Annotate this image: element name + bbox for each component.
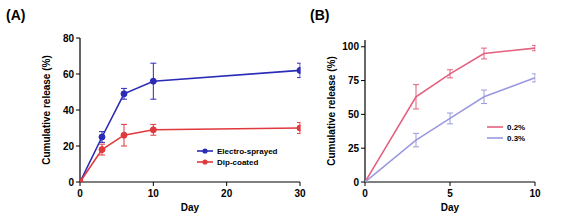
y-tick-label: 20 — [63, 141, 75, 152]
x-tick — [365, 182, 366, 186]
error-bar — [121, 124, 127, 146]
x-tick — [80, 182, 81, 186]
y-tick — [76, 146, 80, 147]
y-tick-label: 80 — [63, 33, 75, 44]
error-bar — [413, 133, 419, 147]
y-tick — [361, 148, 365, 149]
legend-label: 0.2% — [507, 123, 525, 132]
data-point — [99, 147, 105, 153]
x-tick — [226, 182, 227, 186]
y-tick-label: 25 — [348, 143, 360, 154]
legend-label: Dip-coated — [217, 158, 258, 167]
series-line — [80, 70, 300, 182]
error-bar — [365, 182, 368, 183]
x-tick-label: 0 — [362, 188, 368, 199]
series-line — [80, 128, 300, 182]
error-bar — [413, 85, 419, 109]
x-tick — [450, 182, 451, 186]
error-bar — [532, 74, 536, 82]
legend-label: 0.3% — [507, 134, 525, 143]
plot-area — [80, 63, 301, 182]
legend: Electro-sprayed Dip-coated — [197, 147, 278, 167]
y-tick — [361, 80, 365, 81]
panel-title: (A) — [6, 7, 25, 23]
x-tick-label: 10 — [148, 188, 160, 199]
x-tick — [300, 182, 301, 186]
series-line — [365, 78, 535, 182]
y-tick-label: 100 — [342, 41, 359, 52]
error-bar — [297, 63, 301, 77]
error-bar — [481, 90, 487, 104]
y-axis-label: Cumulative release (%) — [326, 56, 337, 166]
y-tick-label: 40 — [63, 105, 75, 116]
error-bar — [297, 123, 301, 134]
error-bar — [99, 132, 105, 143]
error-bar — [481, 48, 487, 59]
y-tick-label: 60 — [63, 69, 75, 80]
x-tick — [153, 182, 154, 186]
error-bar — [99, 144, 105, 155]
data-point — [150, 127, 156, 133]
error-bar — [150, 124, 156, 135]
series-line — [365, 48, 535, 182]
data-point — [121, 132, 127, 138]
x-tick-label: 10 — [529, 188, 541, 199]
y-tick — [76, 74, 80, 75]
panel: (B) 0 25 50 75 100 0 5 10 Day Cumulative release (… — [310, 7, 541, 213]
data-point — [121, 91, 127, 97]
plot-area — [365, 45, 536, 182]
x-tick-label: 30 — [294, 188, 306, 199]
x-axis-line — [80, 181, 300, 182]
data-point — [150, 78, 156, 84]
y-tick — [76, 182, 80, 183]
y-tick-label: 75 — [348, 75, 360, 86]
x-tick-label: 0 — [77, 188, 83, 199]
legend-swatch — [487, 137, 503, 139]
y-axis-line — [364, 40, 365, 182]
y-tick — [361, 46, 365, 47]
figure: (A) 0 20 40 60 80 0 10 20 30 Day Cumulative release… — [0, 0, 571, 217]
y-tick — [76, 110, 80, 111]
error-bar — [150, 63, 156, 99]
data-point — [99, 134, 105, 140]
x-axis-label: Day — [441, 202, 460, 213]
y-tick-label: 50 — [348, 109, 360, 120]
error-bar — [447, 70, 453, 78]
legend-swatch — [487, 126, 503, 128]
panel: (A) 0 20 40 60 80 0 10 20 30 Day Cumulative release… — [6, 7, 306, 213]
error-bar — [121, 88, 127, 99]
legend: 0.2% 0.3% — [487, 123, 525, 143]
x-tick-label: 20 — [221, 188, 233, 199]
x-axis-label: Day — [181, 202, 200, 213]
legend-marker — [202, 159, 207, 164]
legend-label: Electro-sprayed — [217, 147, 278, 156]
legend-marker — [202, 148, 207, 153]
y-tick — [76, 38, 80, 39]
y-tick — [361, 114, 365, 115]
x-tick-label: 5 — [447, 188, 453, 199]
data-point — [297, 67, 301, 73]
y-tick — [361, 182, 365, 183]
panel-title: (B) — [310, 7, 329, 23]
error-bar — [447, 113, 453, 124]
x-tick — [535, 182, 536, 186]
y-tick-label: 0 — [353, 177, 359, 188]
data-point — [297, 125, 301, 131]
data-point — [80, 179, 83, 182]
y-tick-label: 0 — [68, 177, 74, 188]
y-axis-label: Cumulative release (%) — [41, 55, 52, 165]
error-bar — [365, 182, 368, 183]
error-bar — [532, 45, 536, 50]
